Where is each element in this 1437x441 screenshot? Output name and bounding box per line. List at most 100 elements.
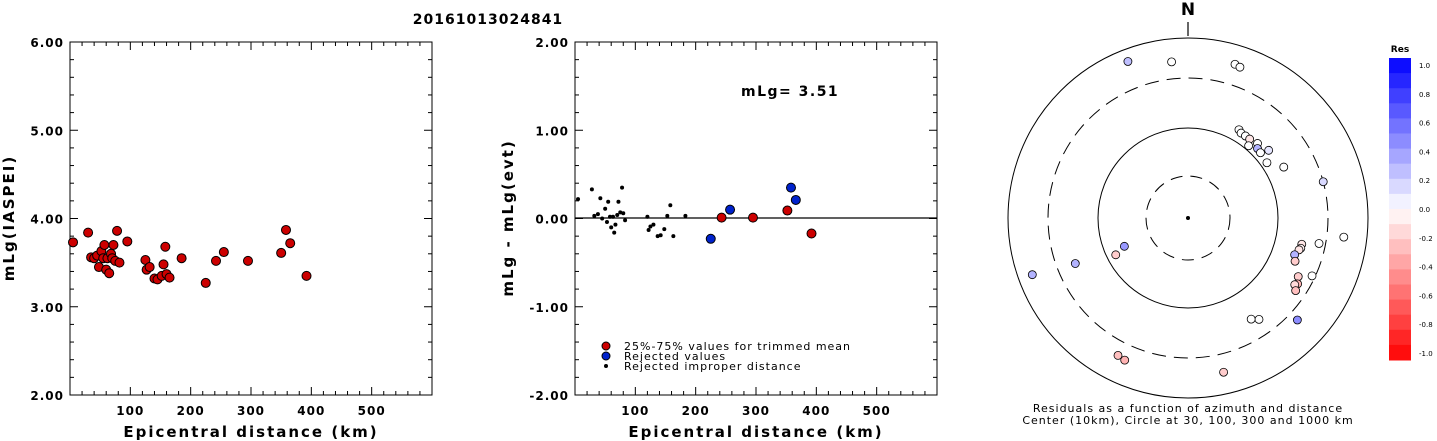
left-data-point xyxy=(99,239,110,250)
colorbar-cell xyxy=(1389,73,1411,89)
colorbar-cell xyxy=(1389,103,1411,119)
colorbar-cell xyxy=(1389,133,1411,150)
left-xtick-label: 400 xyxy=(297,404,325,418)
left-data-point xyxy=(122,236,133,247)
middle-point-rejected xyxy=(785,182,796,193)
left-data-point xyxy=(104,268,115,279)
colorbar-cell xyxy=(1389,193,1411,210)
colorbar-cell xyxy=(1389,178,1411,195)
colorbar-cell xyxy=(1389,254,1411,270)
middle-point-improper xyxy=(613,222,618,227)
middle-point-improper xyxy=(606,199,611,204)
middle-point-improper xyxy=(598,196,603,201)
left-ytick-label: 5.00 xyxy=(30,124,64,138)
colorbar-tick-label: -0.6 xyxy=(1419,292,1433,300)
middle-point-improper xyxy=(618,210,623,215)
colorbar-tick-label: 0.8 xyxy=(1419,91,1430,99)
left-plot-frame xyxy=(69,41,433,396)
colorbar-tick-label: -0.4 xyxy=(1419,264,1433,272)
middle-point-improper xyxy=(683,213,688,218)
polar-data-point xyxy=(1256,148,1265,158)
colorbar-cell xyxy=(1389,269,1411,285)
middle-point-trimmed xyxy=(716,212,727,223)
middle-point-improper xyxy=(620,185,625,190)
middle-point-trimmed xyxy=(782,205,793,216)
left-data-point xyxy=(200,277,211,288)
polar-data-point xyxy=(1070,259,1080,268)
polar-data-point xyxy=(1246,314,1256,324)
colorbar-tick-label: 1.0 xyxy=(1419,62,1430,70)
middle-point-improper xyxy=(645,214,650,219)
circle-100km xyxy=(1097,127,1279,309)
middle-point-rejected xyxy=(725,204,736,215)
left-data-point xyxy=(285,238,296,249)
polar-caption-2: Center (10km), Circle at 30, 100, 300 an… xyxy=(1022,414,1353,427)
middle-xtick-label: 100 xyxy=(621,404,649,418)
legend-label-trimmed: 25%-75% values for trimmed mean xyxy=(624,340,851,353)
middle-point-improper xyxy=(655,234,660,239)
polar-data-point xyxy=(1027,270,1037,280)
left-ytick-label: 3.00 xyxy=(30,301,64,315)
middle-point-improper xyxy=(668,203,673,208)
colorbar-cell xyxy=(1389,239,1411,255)
middle-xtick-label: 200 xyxy=(682,404,710,418)
colorbar-cell xyxy=(1389,329,1411,346)
left-ylabel: mLg(IASPEI) xyxy=(0,155,18,281)
middle-point-improper xyxy=(603,206,608,211)
left-xtick-label: 300 xyxy=(237,404,265,418)
middle-xlabel: Epicentral distance (km) xyxy=(628,423,883,441)
polar-data-point xyxy=(1123,57,1133,66)
left-data-point xyxy=(160,241,171,252)
middle-point-improper xyxy=(671,234,676,239)
polar-data-point xyxy=(1318,177,1328,187)
middle-point-improper xyxy=(662,227,667,232)
middle-point-improper xyxy=(658,233,663,238)
colorbar-tick-label: -0.8 xyxy=(1419,321,1433,329)
middle-point-improper xyxy=(607,214,612,219)
colorbar-cell xyxy=(1389,209,1411,225)
left-data-point xyxy=(83,227,94,238)
middle-xtick-label: 400 xyxy=(802,404,830,418)
middle-ytick-label: 2.00 xyxy=(535,36,569,50)
middle-point-improper xyxy=(623,218,628,223)
middle-point-improper xyxy=(592,213,597,218)
middle-point-improper xyxy=(665,213,670,218)
middle-point-improper xyxy=(621,211,626,216)
middle-ylabel: mLg - mLg(evt) xyxy=(499,139,517,296)
middle-point-trimmed xyxy=(747,212,758,223)
polar-data-point xyxy=(1264,145,1274,155)
colorbar-tick-label: 0.2 xyxy=(1419,177,1430,185)
left-xtick-label: 500 xyxy=(358,404,386,418)
polar-data-point xyxy=(1339,232,1349,242)
left-data-point xyxy=(164,272,175,283)
colorbar-cell xyxy=(1389,163,1411,180)
polar-data-point xyxy=(1292,315,1302,325)
colorbar-cell xyxy=(1389,314,1411,331)
polar-data-point xyxy=(1235,62,1245,72)
colorbar-cell xyxy=(1389,118,1411,134)
colorbar-cell xyxy=(1389,344,1411,361)
polar-plot: N Residuals as a function of azimuth and… xyxy=(1007,0,1369,427)
polar-data-point xyxy=(1119,241,1129,251)
middle-point-improper xyxy=(651,222,656,227)
middle-ytick-label: 1.00 xyxy=(535,124,569,138)
left-data-point xyxy=(301,270,312,281)
legend-marker-trimmed xyxy=(601,341,611,351)
middle-point-improper xyxy=(615,212,620,217)
left-data-point xyxy=(280,224,291,235)
middle-point-improper xyxy=(648,224,653,229)
colorbar-cell xyxy=(1389,299,1411,316)
middle-point-improper xyxy=(576,197,581,202)
polar-data-point xyxy=(1120,355,1130,365)
circle-1000km xyxy=(1007,37,1369,399)
center-dot xyxy=(1186,216,1190,220)
legend-label-improper: Rejected improper distance xyxy=(624,360,802,373)
middle-point-improper xyxy=(600,216,605,221)
left-xtick-label: 100 xyxy=(116,404,144,418)
polar-data-point xyxy=(1314,239,1324,248)
left-ytick-label: 6.00 xyxy=(30,36,64,50)
circle-300km xyxy=(1047,77,1329,359)
north-label: N xyxy=(1181,0,1195,20)
left-data-point xyxy=(158,259,169,270)
